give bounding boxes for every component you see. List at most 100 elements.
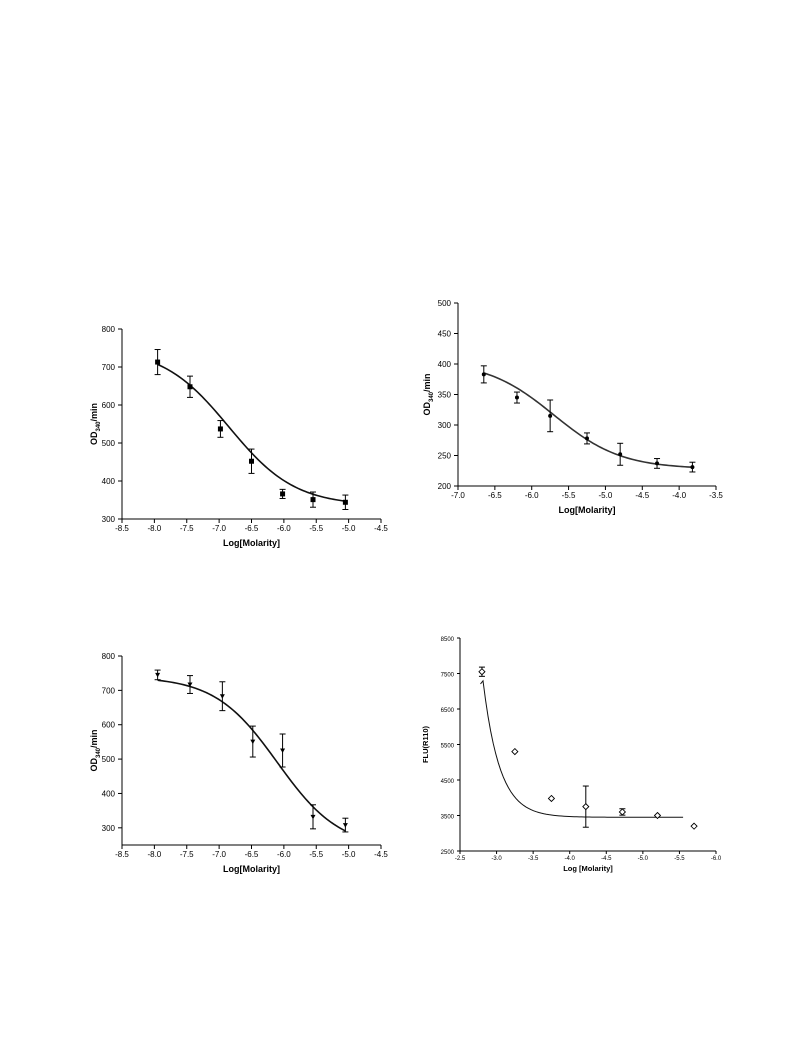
x-tick-label: -7.5 — [180, 850, 194, 859]
y-tick-label: 500 — [102, 439, 116, 448]
chart-top-right: -7.0 -6.5 -6.0 -5.5 -5.0 -4.5 -4.0 -3.5 200 250 30… — [422, 299, 723, 515]
y-axis-label: FLU(R110) — [421, 725, 430, 763]
data-point — [155, 359, 161, 365]
y-tick-label: 400 — [102, 477, 116, 486]
x-tick-label: -2.5 — [455, 856, 466, 862]
data-point — [249, 458, 254, 464]
x-tick-label: -8.0 — [147, 850, 161, 859]
data-point — [310, 497, 316, 503]
data-point — [655, 461, 660, 466]
y-tick-label: 400 — [438, 360, 452, 369]
fit-curve — [480, 679, 684, 818]
y-tick-label: 600 — [102, 401, 116, 410]
y-axis-label: OD340/min — [422, 373, 435, 415]
x-tick-label: -8.5 — [115, 850, 129, 859]
data-point — [342, 823, 348, 828]
x-tick-label: -4.5 — [374, 850, 388, 859]
y-axis-label-tail: /min — [89, 403, 99, 422]
x-tick-label: -5.0 — [638, 856, 649, 862]
x-tick-label: -3.5 — [528, 856, 539, 862]
y-tick-label: 5500 — [441, 744, 455, 750]
x-tick-label: -8.5 — [115, 524, 129, 533]
x-tick-label: -5.5 — [309, 524, 323, 533]
data-point — [478, 668, 486, 676]
y-tick-label: 800 — [102, 652, 116, 661]
x-tick-label: -7.5 — [180, 524, 194, 533]
data-point — [280, 491, 286, 497]
y-axis-label-main: OD — [89, 758, 99, 772]
y-axis-label-main: OD — [422, 402, 432, 416]
y-axis-label-subscript: 340 — [429, 391, 435, 402]
chart-top-left: -8.5 -8.0 -7.5 -7.0 -6.5 -6.0 -5.5 -5.0 -4.5 300 4… — [89, 325, 388, 548]
y-tick-label: 250 — [438, 452, 452, 461]
y-tick-label: 4500 — [441, 779, 455, 785]
y-tick-label: 7500 — [441, 673, 455, 679]
data-point — [219, 694, 225, 699]
x-tick-label: -8.0 — [147, 524, 161, 533]
y-axis-label-subscript: 340 — [96, 421, 102, 432]
data-point — [653, 811, 662, 820]
data-point — [690, 465, 695, 470]
y-tick-label: 3500 — [441, 815, 455, 821]
x-tick-label: -4.0 — [672, 491, 686, 500]
x-tick-label: -7.0 — [212, 850, 226, 859]
x-axis-label: Log [Molarity] — [563, 864, 613, 873]
y-tick-label: 500 — [438, 299, 452, 308]
data-point — [548, 413, 553, 418]
x-tick-label: -6.5 — [245, 850, 259, 859]
data-point — [618, 808, 627, 816]
x-axis-label: Log[Molarity] — [223, 538, 280, 548]
x-tick-label: -6.0 — [711, 856, 722, 862]
y-tick-label: 300 — [102, 824, 116, 833]
x-tick-label: -6.5 — [245, 524, 259, 533]
data-point — [481, 372, 486, 377]
y-axis-label-tail: /min — [89, 729, 99, 748]
y-tick-label: 800 — [102, 325, 116, 334]
y-tick-label: 700 — [102, 363, 116, 372]
data-point — [155, 672, 161, 678]
y-tick-label: 8500 — [441, 637, 455, 643]
y-axis-label: OD340/min — [89, 403, 102, 445]
x-tick-label: -4.5 — [601, 856, 612, 862]
y-tick-label: 2500 — [441, 850, 455, 856]
data-point — [547, 794, 556, 803]
x-tick-label: -6.5 — [488, 491, 502, 500]
y-tick-label: 300 — [102, 515, 116, 524]
data-point — [280, 748, 286, 753]
chart-bottom-left: -8.5 -8.0 -7.5 -7.0 -6.5 -6.0 -5.5 -5.0 -4.5 300 4… — [89, 652, 388, 874]
y-axis-label-tail: /min — [422, 373, 432, 392]
x-tick-label: -7.0 — [451, 491, 465, 500]
y-tick-label: 300 — [438, 421, 452, 430]
data-point — [514, 395, 519, 400]
x-tick-label: -5.0 — [599, 491, 613, 500]
data-point — [187, 682, 193, 688]
data-point — [618, 452, 623, 457]
x-tick-label: -5.0 — [342, 850, 356, 859]
y-tick-label: 600 — [102, 721, 116, 730]
x-tick-label: -6.0 — [277, 850, 291, 859]
x-axis-label: Log[Molarity] — [223, 864, 280, 874]
data-point — [582, 802, 590, 811]
data-point — [585, 436, 589, 441]
y-tick-label: 500 — [102, 755, 116, 764]
x-tick-label: -3.5 — [709, 491, 723, 500]
y-tick-label: 400 — [102, 789, 116, 798]
x-tick-label: -4.0 — [565, 856, 576, 862]
data-point — [511, 747, 519, 756]
data-point — [217, 426, 223, 432]
x-axis-label: Log[Molarity] — [559, 505, 616, 515]
y-tick-label: 450 — [438, 330, 452, 339]
data-point — [187, 384, 193, 390]
data-point — [342, 499, 348, 505]
x-tick-label: -5.5 — [562, 491, 576, 500]
data-point — [250, 739, 256, 745]
x-tick-label: -5.0 — [342, 524, 356, 533]
y-tick-label: 350 — [438, 391, 452, 400]
data-point — [690, 822, 698, 830]
y-axis-label: OD340/min — [89, 729, 102, 771]
fit-curve — [483, 372, 693, 468]
x-tick-label: -6.0 — [277, 524, 291, 533]
y-tick-label: 200 — [438, 482, 452, 491]
x-tick-label: -7.0 — [212, 524, 226, 533]
